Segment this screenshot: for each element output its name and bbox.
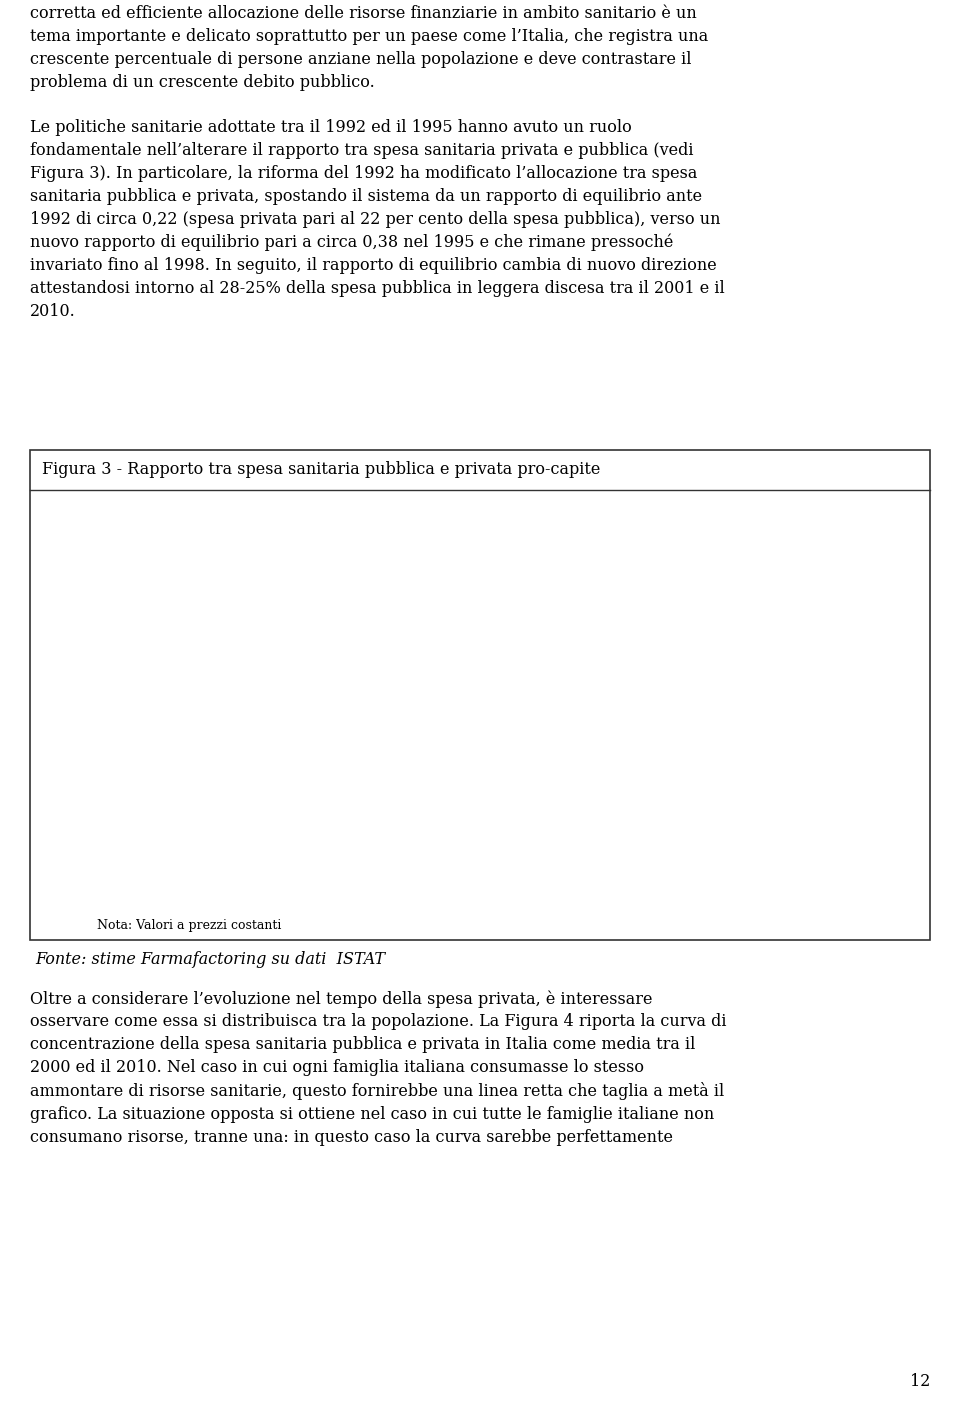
- Text: Nota: Valori a prezzi costanti: Nota: Valori a prezzi costanti: [97, 919, 281, 932]
- Text: 12: 12: [910, 1373, 930, 1390]
- Y-axis label: SSprivata/SSpubblica: SSprivata/SSpubblica: [50, 618, 63, 767]
- Text: Figura 3 - Rapporto tra spesa sanitaria pubblica e privata pro-capite: Figura 3 - Rapporto tra spesa sanitaria …: [41, 461, 600, 479]
- Text: Oltre a considerare l’evoluzione nel tempo della spesa privata, è interessare
os: Oltre a considerare l’evoluzione nel tem…: [30, 991, 727, 1146]
- Text: corretta ed efficiente allocazione delle risorse finanziarie in ambito sanitario: corretta ed efficiente allocazione delle…: [30, 6, 725, 320]
- Text: Fonte: stime Farmafactoring su dati  ISTAT: Fonte: stime Farmafactoring su dati ISTA…: [35, 951, 385, 968]
- X-axis label: year: year: [494, 913, 525, 927]
